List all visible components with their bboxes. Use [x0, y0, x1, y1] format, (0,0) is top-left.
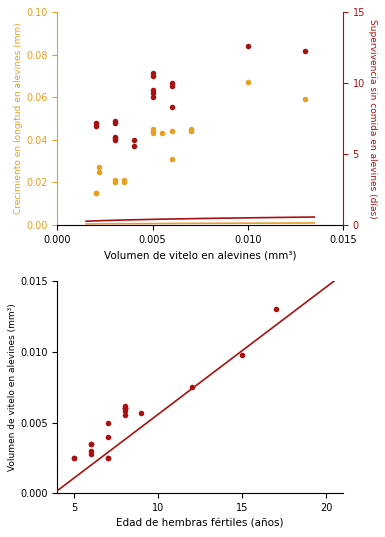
Point: [105, 418, 111, 427]
Point: [169, 155, 175, 163]
Point: [169, 103, 175, 112]
Point: [71, 454, 77, 462]
Point: [105, 432, 111, 441]
Y-axis label: Volumen de vitelo en alevines (mm³): Volumen de vitelo en alevines (mm³): [8, 303, 17, 471]
Point: [122, 401, 128, 410]
Point: [187, 127, 194, 136]
Point: [111, 134, 117, 143]
Point: [88, 447, 94, 455]
Point: [111, 117, 117, 126]
Point: [92, 119, 99, 127]
Point: [92, 188, 99, 197]
Point: [244, 42, 251, 50]
Point: [149, 127, 156, 136]
Point: [121, 176, 127, 185]
Point: [159, 129, 165, 138]
Y-axis label: Supervivencia sin comida en alevines (días): Supervivencia sin comida en alevines (dí…: [368, 19, 377, 219]
Point: [149, 86, 156, 95]
Point: [88, 449, 94, 458]
Point: [169, 82, 175, 90]
Point: [149, 129, 156, 138]
Y-axis label: Crecimiento en longitud en alevines (mm): Crecimiento en longitud en alevines (mm): [15, 23, 23, 214]
Point: [189, 383, 195, 391]
Point: [88, 439, 94, 448]
Point: [169, 127, 175, 136]
Point: [71, 454, 77, 462]
Point: [111, 119, 117, 127]
Point: [92, 121, 99, 130]
Point: [131, 141, 137, 150]
Point: [302, 46, 308, 55]
Point: [121, 178, 127, 187]
Point: [169, 79, 175, 88]
Point: [92, 188, 99, 197]
Point: [111, 133, 117, 141]
Point: [111, 178, 117, 187]
Point: [105, 454, 111, 462]
Point: [239, 350, 245, 359]
Point: [149, 69, 156, 77]
X-axis label: Edad de hembras fértiles (años): Edad de hembras fértiles (años): [116, 519, 284, 528]
Point: [138, 408, 144, 417]
Point: [149, 93, 156, 101]
Point: [105, 454, 111, 462]
Point: [187, 125, 194, 134]
Point: [96, 163, 102, 172]
Point: [111, 135, 117, 144]
Point: [302, 95, 308, 104]
Point: [111, 176, 117, 185]
Point: [273, 305, 279, 314]
Point: [149, 72, 156, 81]
Point: [131, 135, 137, 144]
Point: [122, 411, 128, 420]
X-axis label: Volumen de vitelo en alevines (mm³): Volumen de vitelo en alevines (mm³): [104, 250, 296, 260]
Point: [244, 78, 251, 87]
Point: [88, 439, 94, 448]
Point: [122, 407, 128, 416]
Point: [149, 89, 156, 97]
Point: [122, 404, 128, 412]
Point: [122, 404, 128, 412]
Point: [96, 168, 102, 176]
Point: [122, 404, 128, 412]
Point: [149, 125, 156, 134]
